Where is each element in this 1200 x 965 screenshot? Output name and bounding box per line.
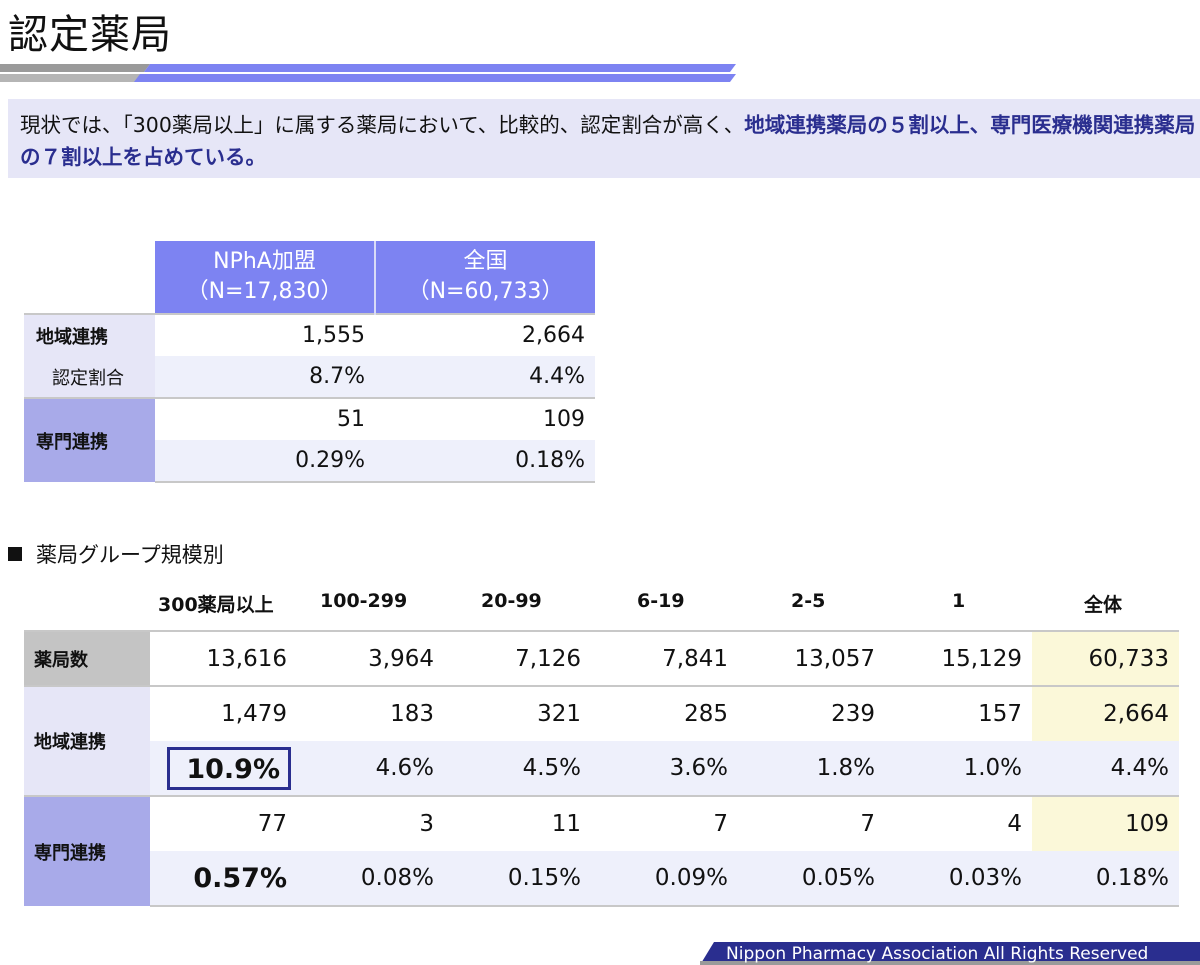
table-cell: 51 (155, 397, 375, 440)
table-cell: 0.15% (444, 851, 591, 907)
column-header: 1 (952, 590, 966, 612)
table-row: 0.57% 0.08% 0.15% 0.09% 0.05% 0.03% 0.18… (24, 851, 1179, 907)
table-cell: 13,616 (150, 630, 297, 686)
table-cell: 239 (738, 685, 885, 741)
column-header: 20-99 (481, 590, 542, 612)
column-header: 6-19 (637, 590, 685, 612)
table-cell: 7,841 (591, 630, 738, 686)
column-header-npha: NPhA加盟 （N=17,830） (155, 241, 376, 314)
table-cell: 4.5% (444, 741, 591, 796)
table-cell-highlighted: 0.57% (150, 851, 297, 907)
table-cell: 321 (444, 685, 591, 741)
table-cell: 157 (885, 685, 1032, 741)
certification-overview-table: NPhA加盟 （N=17,830） 全国 （N=60,733） 地域連携 1,5… (24, 241, 595, 483)
header-count: （N=60,733） (407, 279, 564, 304)
table-cell: 4.6% (297, 741, 444, 796)
summary-box: 現状では、「300薬局以上」に属する薬局において、比較的、認定割合が高く、地域連… (8, 99, 1200, 178)
row-header: 専門連携 (24, 397, 155, 482)
table-cell: 0.09% (591, 851, 738, 907)
table-cell: 15,129 (885, 630, 1032, 686)
header-count: （N=17,830） (186, 279, 343, 304)
table-cell: 2,664 (375, 313, 595, 356)
table-cell: 4 (885, 795, 1032, 851)
table-cell: 3.6% (591, 741, 738, 796)
table-cell: 1,555 (155, 313, 375, 356)
footer-copyright: Nippon Pharmacy Association All Rights R… (726, 944, 1149, 964)
table-cell-total: 109 (1032, 795, 1179, 851)
highlight-box: 10.9% (167, 746, 291, 790)
column-header: 全体 (1084, 594, 1123, 616)
table-cell: 285 (591, 685, 738, 741)
column-header-national: 全国 （N=60,733） (375, 241, 595, 314)
table-cell: 7,126 (444, 630, 591, 686)
footer-banner (700, 942, 1200, 965)
row-header: 認定割合 (24, 356, 155, 398)
table-row: 認定割合 8.7% 4.4% (24, 356, 595, 398)
table-cell: 1.0% (885, 741, 1032, 796)
column-header: 2-5 (791, 590, 826, 612)
section-heading-text: 薬局グループ規模別 (36, 543, 224, 567)
table-cell-total: 60,733 (1032, 630, 1179, 686)
row-header: 薬局数 (24, 630, 150, 686)
table-cell: 3,964 (297, 630, 444, 686)
summary-text: 現状では、「300薬局以上」に属する薬局において、比較的、認定割合が高く、 (20, 113, 745, 137)
table-cell: 8.7% (155, 356, 375, 398)
table-row: 専門連携 51 109 (24, 397, 595, 482)
title-underline-decoration (0, 64, 736, 82)
summary-highlight: 地域連携薬局の５割以上、専門医療機関連携薬局の７割以上を占めている。 (20, 113, 1196, 169)
table-row: 地域連携 1,479 183 321 285 239 157 2,664 (24, 685, 1179, 796)
table-cell: 3 (297, 795, 444, 851)
table-row: 0.29% 0.18% (24, 440, 595, 483)
row-header: 地域連携 (24, 685, 150, 796)
table-cell: 0.05% (738, 851, 885, 907)
table-row: 薬局数 13,616 3,964 7,126 7,841 13,057 15,1… (24, 630, 1179, 686)
table-cell: 1.8% (738, 741, 885, 796)
table-row: 10.9% 4.6% 4.5% 3.6% 1.8% 1.0% 4.4% (24, 741, 1179, 796)
table-cell: 7 (738, 795, 885, 851)
table-row: 専門連携 77 3 11 7 7 4 109 (24, 795, 1179, 906)
section-heading: 薬局グループ規模別 (8, 539, 224, 569)
header-label: NPhA加盟 (213, 249, 316, 274)
table-cell: 77 (150, 795, 297, 851)
header-label: 全国 (463, 249, 508, 274)
table-cell-total: 2,664 (1032, 685, 1179, 741)
table-cell: 0.18% (375, 440, 595, 483)
table-cell: 0.18% (1032, 851, 1179, 907)
page-title: 認定薬局 (8, 12, 172, 58)
bullet-square-icon (8, 547, 22, 561)
group-size-table: 薬局数 13,616 3,964 7,126 7,841 13,057 15,1… (24, 630, 1179, 907)
table-cell: 4.4% (375, 356, 595, 398)
table-cell: 0.29% (155, 440, 375, 483)
table-cell: 11 (444, 795, 591, 851)
table-cell: 0.03% (885, 851, 1032, 907)
row-header: 地域連携 (24, 313, 155, 356)
table-row: 地域連携 1,555 2,664 (24, 313, 595, 356)
table-corner (24, 241, 155, 314)
row-header: 専門連携 (24, 795, 150, 906)
table-cell-highlighted: 10.9% (150, 741, 297, 796)
column-header: 300薬局以上 (158, 594, 274, 616)
table-cell: 0.08% (297, 851, 444, 907)
table-cell: 109 (375, 397, 595, 440)
group-size-header: 300薬局以上 100-299 20-99 6-19 2-5 1 全体 (150, 590, 1180, 620)
table-cell: 183 (297, 685, 444, 741)
column-header: 100-299 (320, 590, 408, 612)
table-cell: 4.4% (1032, 741, 1179, 796)
table-cell: 1,479 (150, 685, 297, 741)
table-cell: 7 (591, 795, 738, 851)
table-cell: 13,057 (738, 630, 885, 686)
